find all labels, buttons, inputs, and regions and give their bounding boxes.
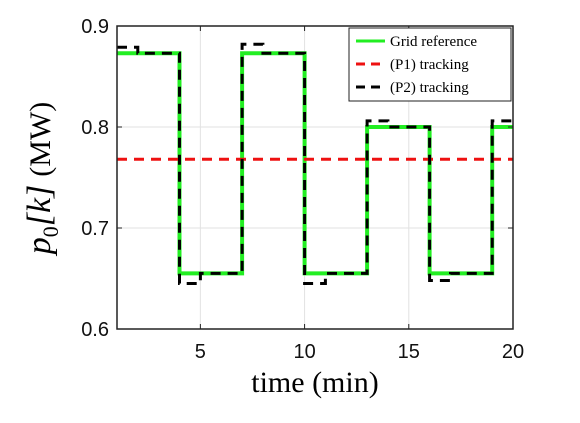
legend-label-grid-reference: Grid reference bbox=[390, 34, 477, 50]
y-tick-label: 0.6 bbox=[81, 319, 109, 341]
y-tick-label: 0.7 bbox=[81, 218, 109, 240]
x-tick-label: 20 bbox=[502, 341, 524, 363]
x-tick-label: 10 bbox=[293, 341, 315, 363]
series-layer bbox=[117, 42, 513, 285]
y-axis-label: p0[k] (MW) bbox=[21, 102, 63, 257]
series-line-p2-tracking bbox=[117, 42, 513, 285]
legend-label-p1-tracking: (P1) tracking bbox=[390, 57, 469, 73]
legend: Grid reference (P1) tracking (P2) tracki… bbox=[348, 27, 512, 102]
y-axis-label-bracket: [k] bbox=[21, 185, 58, 227]
y-tick-label: 0.8 bbox=[81, 117, 109, 139]
x-tick-label: 15 bbox=[398, 341, 420, 363]
ticks: 5 10 15 20 0.6 0.7 0.8 0.9 bbox=[81, 16, 524, 363]
x-tick-label: 5 bbox=[195, 341, 206, 363]
plot-frame bbox=[116, 25, 514, 330]
y-axis-label-unit: (MW) bbox=[24, 102, 57, 177]
y-axis-label-sub: 0 bbox=[38, 226, 63, 237]
y-tick-label: 0.9 bbox=[81, 16, 109, 38]
legend-label-p2-tracking: (P2) tracking bbox=[390, 80, 469, 96]
y-axis-label-var: p bbox=[21, 237, 58, 256]
x-axis-label: time (min) bbox=[251, 366, 378, 399]
